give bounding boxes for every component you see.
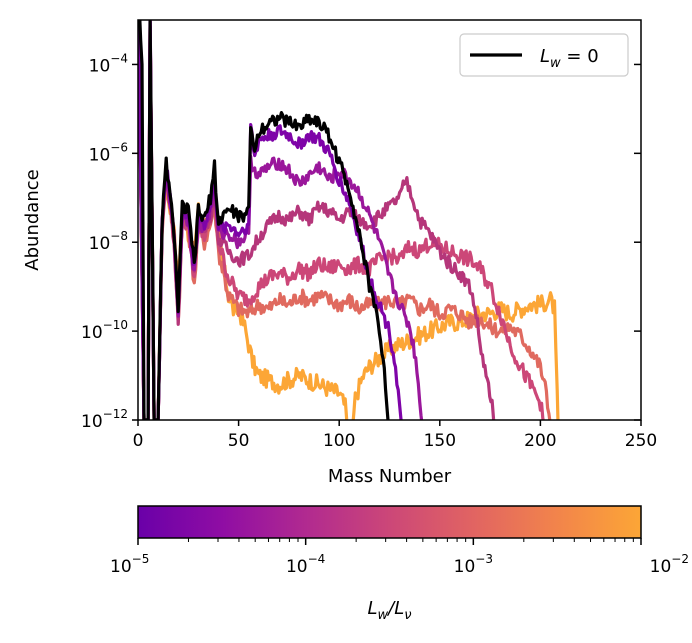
y-tick-label: 10−12 <box>81 407 128 432</box>
legend-box <box>459 33 629 77</box>
legend-label: Lw = 0 <box>540 46 599 71</box>
y-tick-label: 10−4 <box>89 51 128 76</box>
x-tick-label: 0 <box>133 431 144 451</box>
colorbar <box>138 506 641 538</box>
colorbar-tick-label: 10−4 <box>286 552 325 577</box>
x-axis-ticks: 0 50 100 150 200 250 <box>133 420 657 451</box>
plot-frame <box>137 19 642 421</box>
legend: Lw = 0 <box>459 33 629 77</box>
x-tick-label: 150 <box>424 431 456 451</box>
x-tick-label: 200 <box>524 431 556 451</box>
series-layer <box>138 20 560 420</box>
colorbar-tick-label: 10−2 <box>650 552 689 577</box>
x-axis-label: Mass Number <box>328 466 452 487</box>
x-tick-label: 50 <box>228 431 250 451</box>
colorbar-frame <box>137 505 642 539</box>
y-tick-label: 10−6 <box>89 140 128 165</box>
y-tick-label: 10−8 <box>89 229 128 254</box>
series-line <box>138 20 424 420</box>
x-tick-label: 250 <box>625 431 657 451</box>
y-axis-ticks: 10−4 10−6 10−8 10−10 10−12 <box>81 51 641 432</box>
series-line <box>138 20 552 420</box>
series-line <box>138 20 390 420</box>
x-tick-label: 100 <box>323 431 355 451</box>
colorbar-tick-label: 10−5 <box>110 552 149 577</box>
colorbar-label: Lw/Lν <box>367 598 411 623</box>
colorbar-ticks: 10−5 10−4 10−3 10−2 <box>110 538 689 577</box>
colorbar-tick-label: 10−3 <box>454 552 493 577</box>
y-tick-label: 10−10 <box>81 318 128 343</box>
y-axis-label: Abundance <box>22 169 43 270</box>
